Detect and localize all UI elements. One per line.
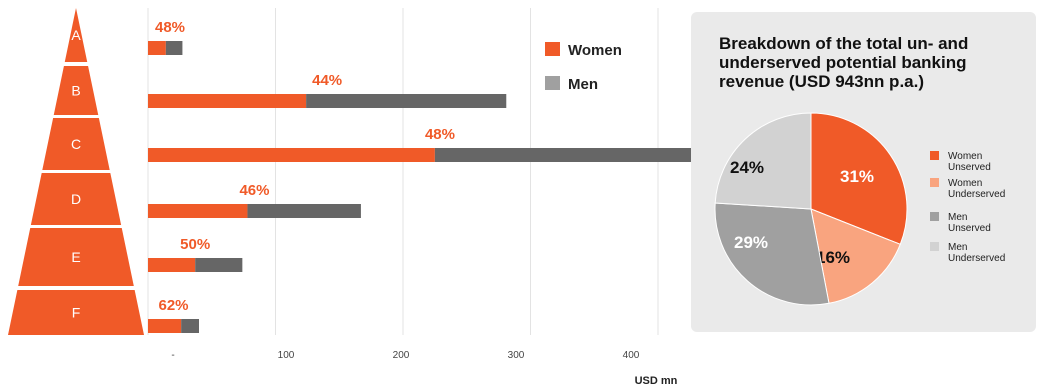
share-label: 44% <box>312 72 342 89</box>
x-tick-label: 300 <box>508 350 525 361</box>
pie-slice <box>714 112 812 210</box>
pyramid-band <box>64 8 88 62</box>
pie-slice-label: 29% <box>734 233 768 252</box>
pie-legend-swatch <box>930 242 939 251</box>
pyramid-category-label: E <box>71 249 80 265</box>
bar-men <box>181 319 199 333</box>
pie-chart-panel: Breakdown of the total un- and underserv… <box>691 12 1036 332</box>
pyramid-category-label: A <box>71 27 81 43</box>
pie-legend-swatch <box>930 151 939 160</box>
pie-slice <box>810 112 908 245</box>
x-axis-title: USD mn <box>635 375 678 387</box>
pyramid-band <box>30 173 122 225</box>
bar-men <box>306 94 507 108</box>
share-label: 50% <box>180 236 210 253</box>
pie-slice <box>714 202 830 306</box>
pie-legend-swatch <box>930 212 939 221</box>
pie-legend-label: Men <box>948 242 967 253</box>
bar-men <box>165 41 183 55</box>
bar-women <box>148 41 166 55</box>
pie-legend-label: Women <box>948 178 982 189</box>
pyramid-category-label: C <box>71 136 81 152</box>
pie-legend-label: Underserved <box>948 253 1005 264</box>
bar-women <box>148 94 307 108</box>
bar-women <box>148 204 248 218</box>
bar-women <box>148 258 196 272</box>
pie-legend-label: Women <box>948 151 982 162</box>
share-label: 48% <box>155 19 185 36</box>
pyramid-band <box>42 118 110 170</box>
legend-label: Men <box>568 76 598 93</box>
legend-swatch <box>545 42 560 56</box>
pie-legend-label: Unserved <box>948 162 991 173</box>
bar-women <box>148 319 182 333</box>
bar-men <box>434 148 732 162</box>
pyramid-band <box>53 66 99 115</box>
pie-legend-label: Underserved <box>948 189 1005 200</box>
pie-legend-label: Men <box>948 212 967 223</box>
share-label: 62% <box>158 297 188 314</box>
x-tick-label: 100 <box>278 350 295 361</box>
pie-slice-label: 31% <box>840 167 874 186</box>
bar-men <box>195 258 243 272</box>
pie-legend-label: Unserved <box>948 223 991 234</box>
x-tick-label: 200 <box>393 350 410 361</box>
share-label: 48% <box>425 126 455 143</box>
pie-legend-swatch <box>930 178 939 187</box>
pie-chart: 31%16%29%24%WomenUnservedWomenUnderserve… <box>714 112 1005 306</box>
pyramid-category-label: B <box>71 83 80 99</box>
legend-label: Women <box>568 42 622 59</box>
legend-swatch <box>545 76 560 90</box>
bar-women <box>148 148 435 162</box>
pyramid-band <box>8 290 144 335</box>
pie-chart-title: Breakdown of the total un- and underserv… <box>719 34 969 91</box>
share-label: 46% <box>239 182 269 199</box>
pyramid-band <box>18 228 134 286</box>
pie-slice <box>810 208 901 304</box>
pyramid-category-label: F <box>72 305 81 321</box>
x-tick-label: 400 <box>623 350 640 361</box>
bar-men <box>247 204 361 218</box>
x-tick-label: - <box>171 350 174 361</box>
pyramid-category-label: D <box>71 191 81 207</box>
pie-slice-label: 16% <box>816 248 850 267</box>
pie-slice-label: 24% <box>730 158 764 177</box>
